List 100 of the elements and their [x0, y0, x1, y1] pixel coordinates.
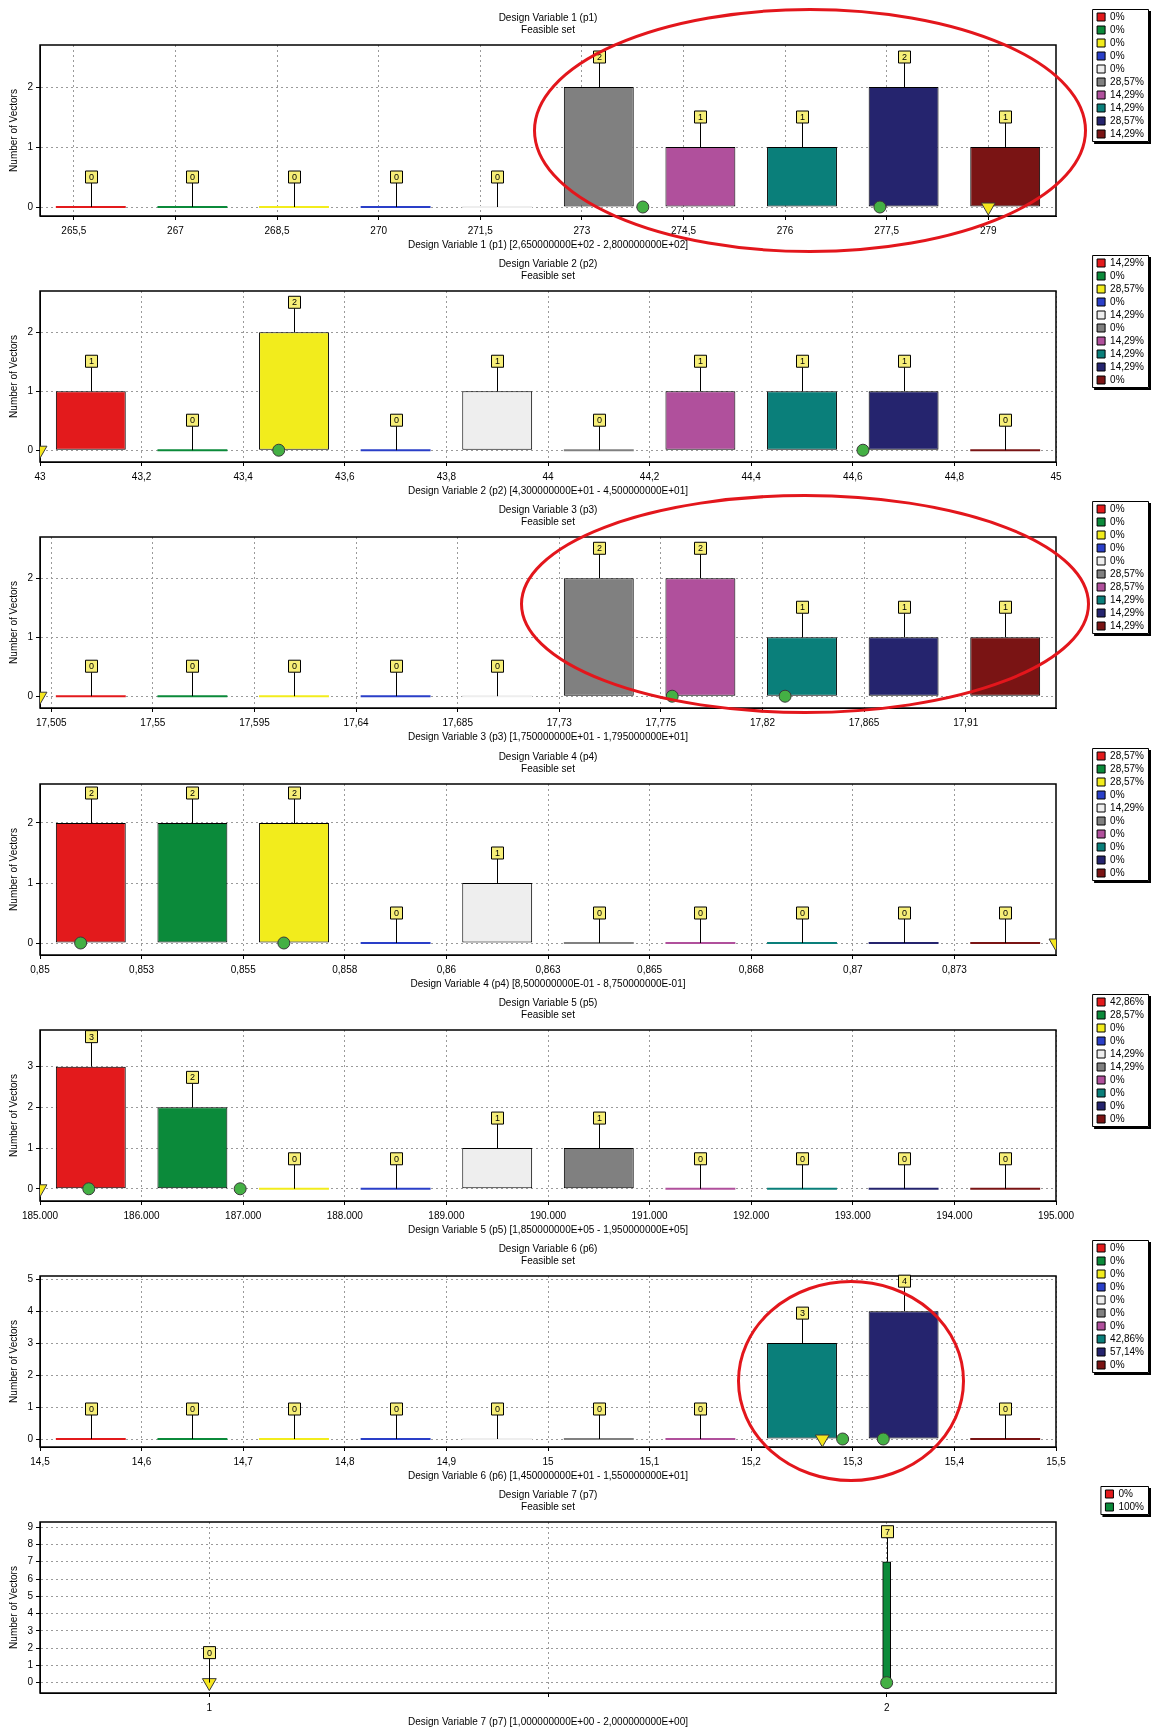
x-tick-label: 273	[573, 224, 591, 236]
y-tick-label: 2	[27, 80, 34, 92]
data-label: 0	[291, 1153, 298, 1164]
y-tick-label: 3	[27, 1336, 34, 1348]
x-tick-label: 279	[979, 224, 998, 236]
y-tick-label: 0	[27, 1432, 34, 1444]
legend-label: 0%	[1110, 295, 1125, 307]
data-label: 0	[799, 1153, 806, 1164]
legend-label: 42,86%	[1110, 1332, 1145, 1344]
legend-label: 28,57%	[1110, 775, 1145, 787]
x-tick-label: 195.000	[1037, 1209, 1075, 1221]
legend-label: 28,57%	[1110, 762, 1145, 774]
x-tick-label: 14,5	[30, 1455, 51, 1467]
x-tick-label: 191.000	[631, 1209, 669, 1221]
x-tick-label: 190.000	[529, 1209, 567, 1221]
legend-label: 28,57%	[1110, 567, 1145, 579]
x-tick-label: 43,4	[233, 470, 254, 482]
x-tick-label: 17,865	[848, 716, 880, 728]
y-tick-label: 1	[27, 140, 34, 152]
legend-label: 14,29%	[1110, 593, 1145, 605]
y-tick-label: 0	[27, 1676, 34, 1688]
data-label: 0	[697, 1403, 704, 1414]
y-tick-label: 6	[27, 1572, 34, 1584]
data-label: 0	[596, 1403, 603, 1414]
x-tick-label: 0,85	[30, 963, 51, 975]
y-tick-label: 0	[27, 1182, 34, 1194]
data-label: 0	[697, 1153, 704, 1164]
y-tick-label: 2	[27, 816, 34, 828]
data-label: 0	[291, 171, 298, 182]
x-tick-label: 268,5	[264, 224, 291, 236]
chart-title: Design Variable 2 (p2)	[498, 257, 598, 269]
data-label: 1	[1002, 602, 1009, 613]
legend-label: 0%	[1110, 866, 1125, 878]
x-tick-label: 0,863	[535, 963, 561, 975]
data-label: 1	[1002, 111, 1009, 122]
data-label: 0	[88, 661, 95, 672]
x-tick-label: 17,82	[749, 716, 776, 728]
x-tick-label: 193.000	[834, 1209, 872, 1221]
x-tick-label: 194.000	[936, 1209, 973, 1221]
data-label: 0	[1002, 907, 1009, 918]
legend-label: 0%	[1110, 515, 1125, 527]
x-tick-label: 17,91	[953, 716, 979, 728]
chart-title: Design Variable 4 (p4)	[498, 750, 598, 762]
x-tick-label: 43,2	[131, 470, 152, 482]
x-tick-label: 0,86	[436, 963, 457, 975]
legend-label: 0%	[1110, 853, 1125, 865]
data-label: 0	[88, 1403, 95, 1414]
y-tick-label: 7	[27, 1555, 34, 1567]
chart-subtitle: Feasible set	[521, 1008, 576, 1020]
data-label: 0	[393, 415, 400, 426]
data-label: 2	[291, 787, 298, 798]
chart-subtitle: Feasible set	[521, 269, 576, 281]
data-label: 1	[799, 356, 806, 367]
data-label: 1	[901, 602, 908, 613]
x-tick-label: 0,873	[941, 963, 968, 975]
y-tick-label: 2	[27, 1368, 34, 1380]
data-label: 1	[88, 356, 95, 367]
legend-label: 0%	[1110, 269, 1125, 281]
x-tick-label: 15,3	[843, 1455, 863, 1467]
data-label: 0	[494, 171, 501, 182]
legend-label: 14,29%	[1110, 88, 1145, 100]
x-tick-label: 44	[542, 470, 554, 482]
x-tick-label: 265,5	[61, 224, 87, 236]
legend-label: 0%	[1110, 1254, 1125, 1266]
legend-label: 0%	[1110, 1306, 1125, 1318]
x-tick-label: 0,853	[129, 963, 155, 975]
legend-label: 0%	[1110, 1073, 1125, 1085]
x-tick-label: 277,5	[874, 224, 900, 236]
legend-label: 14,29%	[1110, 619, 1145, 631]
x-tick-label: 186.000	[123, 1209, 161, 1221]
x-tick-label: 14,6	[131, 1455, 152, 1467]
y-tick-label: 1	[27, 1659, 34, 1671]
y-tick-label: 2	[27, 1641, 34, 1653]
x-tick-label: 17,64	[343, 716, 370, 728]
data-label: 2	[596, 543, 603, 554]
data-label: 0	[494, 661, 501, 672]
data-label: 2	[291, 297, 298, 308]
chart-subtitle: Feasible set	[521, 762, 576, 774]
legend-label: 28,57%	[1110, 114, 1145, 126]
y-tick-label: 2	[27, 1101, 34, 1113]
data-label: 0	[88, 171, 95, 182]
y-tick-label: 3	[27, 1060, 34, 1072]
y-axis-title: Number of Vectors	[7, 335, 19, 418]
legend-label: 0%	[1110, 1358, 1125, 1370]
data-label: 0	[189, 661, 196, 672]
data-label: 1	[596, 1113, 603, 1124]
x-axis-title: Design Variable 7 (p7) [1,000000000E+00 - 2,000000000E+00]	[407, 1715, 689, 1727]
legend-label: 14,29%	[1110, 360, 1145, 372]
y-tick-label: 3	[27, 1624, 34, 1636]
x-tick-label: 192.000	[733, 1209, 770, 1221]
y-tick-label: 1	[27, 876, 34, 888]
chart-subtitle: Feasible set	[521, 23, 576, 35]
legend-label: 0%	[1110, 1241, 1125, 1253]
legend-label: 0%	[1110, 554, 1125, 566]
x-tick-label: 0,858	[332, 963, 358, 975]
data-label: 0	[291, 661, 298, 672]
legend-label: 14,29%	[1110, 127, 1145, 139]
y-tick-label: 1	[27, 384, 34, 396]
chart-title: Design Variable 7 (p7)	[498, 1488, 598, 1500]
x-tick-label: 0,87	[843, 963, 863, 975]
